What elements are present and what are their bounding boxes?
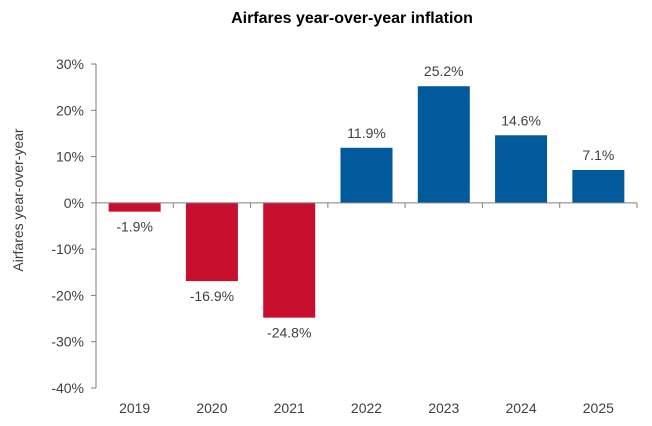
x-tick-label-2023: 2023 <box>428 400 459 416</box>
bar-2024 <box>495 135 548 203</box>
bar-2025 <box>572 169 625 203</box>
data-label-2020: -16.9% <box>190 288 234 304</box>
bar-2019 <box>108 202 161 212</box>
bar-2021 <box>263 202 316 318</box>
y-tick-label: 30% <box>56 56 84 72</box>
x-tick-label-2020: 2020 <box>196 400 227 416</box>
y-tick-label: 20% <box>56 102 84 118</box>
zero-line <box>95 202 638 208</box>
y-tick-label: -20% <box>51 287 84 303</box>
x-tick-label-2022: 2022 <box>351 400 382 416</box>
data-label-2022: 11.9% <box>347 125 386 141</box>
y-tick-label: -40% <box>51 380 84 396</box>
bar-2022 <box>340 147 393 203</box>
data-label-2021: -24.8% <box>267 325 311 341</box>
data-label-2024: 14.6% <box>501 112 541 128</box>
y-tick-label: -30% <box>51 334 84 350</box>
y-axis: 30% 20% 10% 0% -10% -20% -30% -40% <box>51 56 97 396</box>
x-tick-label-2025: 2025 <box>583 400 614 416</box>
chart-title: Airfares year-over-year inflation <box>231 10 473 27</box>
bar-2020 <box>185 202 238 282</box>
bar-2023 <box>417 86 470 203</box>
y-axis-label: Airfares year-over-year <box>10 128 26 271</box>
x-tick-label-2019: 2019 <box>119 400 150 416</box>
y-tick-label: -10% <box>51 241 84 257</box>
data-label-2023: 25.2% <box>424 63 464 79</box>
y-tick-label: 0% <box>64 195 84 211</box>
bars-group: -1.9% -16.9% -24.8% 11.9% 25.2% 14.6% 7.1% <box>108 63 625 341</box>
x-tick-label-2021: 2021 <box>274 400 305 416</box>
x-axis: 2019 2020 2021 2022 2023 2024 2025 <box>119 400 614 416</box>
y-tick-label: 10% <box>56 149 84 165</box>
data-label-2019: -1.9% <box>116 219 153 235</box>
x-tick-label-2024: 2024 <box>505 400 536 416</box>
data-label-2025: 7.1% <box>582 147 614 163</box>
